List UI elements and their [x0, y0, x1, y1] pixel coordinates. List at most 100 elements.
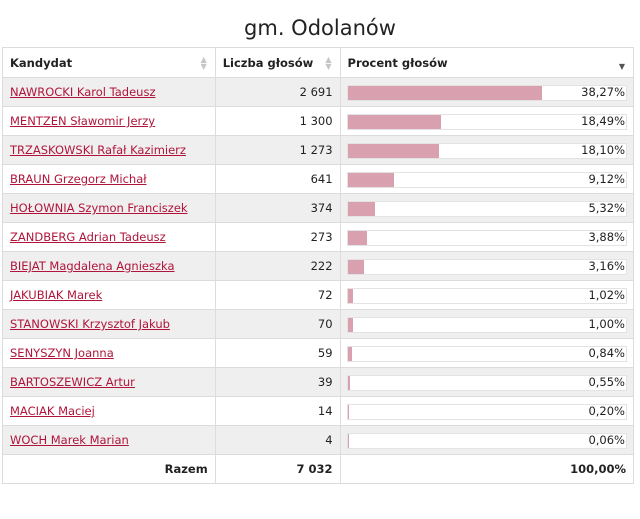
percent-bar-fill [347, 289, 353, 303]
percent-bar-fill [347, 115, 442, 129]
percent-bar-fill [347, 347, 352, 361]
table-row: SENYSZYN Joanna 59 0,84% [2, 338, 635, 368]
votes-cell: 14 [214, 396, 341, 426]
votes-cell: 374 [214, 193, 341, 223]
percent-value: 0,06% [588, 433, 625, 447]
table-row: MACIAK Maciej 14 0,20% [2, 396, 635, 426]
candidate-cell: WOCH Marek Marian [2, 425, 216, 455]
table-row: NAWROCKI Karol Tadeusz 2 691 38,27% [2, 77, 635, 107]
column-header-candidate[interactable]: Kandydat ▲ ▼ [2, 47, 216, 78]
percent-value: 1,02% [588, 288, 625, 302]
sort-icon: ▲ ▼ [325, 55, 332, 71]
candidate-link[interactable]: HOŁOWNIA Szymon Franciszek [10, 201, 188, 215]
percent-bar-track [346, 201, 627, 217]
percent-cell: 3,16% [339, 251, 635, 281]
votes-cell: 59 [214, 338, 341, 368]
percent-cell: 5,32% [339, 193, 635, 223]
votes-cell: 70 [214, 309, 341, 339]
percent-bar-fill [347, 405, 349, 419]
candidate-link[interactable]: STANOWSKI Krzysztof Jakub [10, 317, 170, 331]
percent-cell: 0,55% [339, 367, 635, 397]
votes-cell: 1 273 [214, 135, 341, 165]
table-row: TRZASKOWSKI Rafał Kazimierz 1 273 18,10% [2, 135, 635, 165]
candidate-link[interactable]: MACIAK Maciej [10, 404, 95, 418]
column-header-votes[interactable]: Liczba głosów ▲ ▼ [214, 47, 341, 78]
candidate-link[interactable]: ZANDBERG Adrian Tadeusz [10, 230, 166, 244]
percent-cell: 0,84% [339, 338, 635, 368]
results-table: Kandydat ▲ ▼ Liczba głosów ▲ ▼ Procent gło… [2, 47, 635, 484]
votes-cell: 2 691 [214, 77, 341, 107]
candidate-cell: BIEJAT Magdalena Agnieszka [2, 251, 216, 281]
candidate-cell: MENTZEN Sławomir Jerzy [2, 106, 216, 136]
candidate-link[interactable]: BRAUN Grzegorz Michał [10, 172, 147, 186]
column-header-votes-label: Liczba głosów [222, 55, 314, 70]
column-header-percent-label: Procent głosów [347, 55, 448, 70]
candidate-link[interactable]: JAKUBIAK Marek [10, 288, 103, 302]
percent-value: 0,55% [588, 375, 625, 389]
percent-cell: 0,06% [339, 425, 635, 455]
table-row: WOCH Marek Marian 4 0,06% [2, 425, 635, 455]
candidate-link[interactable]: BARTOSZEWICZ Artur [10, 375, 135, 389]
total-label: Razem [2, 454, 216, 484]
candidate-link[interactable]: TRZASKOWSKI Rafał Kazimierz [10, 143, 186, 157]
total-percent: 100,00% [339, 454, 635, 484]
percent-bar-track [346, 114, 627, 130]
sort-descending-icon: ▼ [618, 62, 625, 71]
column-header-candidate-label: Kandydat [10, 55, 73, 70]
table-row: BIEJAT Magdalena Agnieszka 222 3,16% [2, 251, 635, 281]
percent-value: 18,49% [581, 114, 625, 128]
percent-value: 1,00% [588, 317, 625, 331]
candidate-cell: BARTOSZEWICZ Artur [2, 367, 216, 397]
candidate-link[interactable]: SENYSZYN Joanna [10, 346, 114, 360]
candidate-link[interactable]: MENTZEN Sławomir Jerzy [10, 114, 156, 128]
percent-value: 3,88% [588, 230, 625, 244]
candidate-cell: MACIAK Maciej [2, 396, 216, 426]
percent-bar-track [346, 346, 627, 362]
candidate-link[interactable]: BIEJAT Magdalena Agnieszka [10, 259, 175, 273]
table-row: BARTOSZEWICZ Artur 39 0,55% [2, 367, 635, 397]
table-row: HOŁOWNIA Szymon Franciszek 374 5,32% [2, 193, 635, 223]
candidate-cell: ZANDBERG Adrian Tadeusz [2, 222, 216, 252]
candidate-cell: NAWROCKI Karol Tadeusz [2, 77, 216, 107]
percent-bar-track [346, 85, 627, 101]
percent-value: 3,16% [588, 259, 625, 273]
candidate-cell: SENYSZYN Joanna [2, 338, 216, 368]
percent-bar-track [346, 288, 627, 304]
percent-bar-fill [347, 376, 351, 390]
votes-cell: 39 [214, 367, 341, 397]
candidate-cell: STANOWSKI Krzysztof Jakub [2, 309, 216, 339]
candidate-cell: JAKUBIAK Marek [2, 280, 216, 310]
percent-value: 9,12% [588, 172, 625, 186]
percent-value: 38,27% [581, 85, 625, 99]
sort-icon: ▲ ▼ [200, 55, 207, 71]
candidate-link[interactable]: WOCH Marek Marian [10, 433, 129, 447]
percent-cell: 3,88% [339, 222, 635, 252]
page-title: gm. Odolanów [244, 16, 396, 40]
table-row: BRAUN Grzegorz Michał 641 9,12% [2, 164, 635, 194]
percent-value: 0,20% [588, 404, 625, 418]
percent-bar-fill [347, 202, 375, 216]
candidate-link[interactable]: NAWROCKI Karol Tadeusz [10, 85, 156, 99]
total-votes: 7 032 [214, 454, 341, 484]
votes-cell: 641 [214, 164, 341, 194]
column-header-percent[interactable]: Procent głosów ▼ [339, 47, 635, 78]
candidate-cell: TRZASKOWSKI Rafał Kazimierz [2, 135, 216, 165]
percent-bar-fill [347, 173, 394, 187]
percent-bar-track [346, 375, 627, 391]
table-footer-row: Razem 7 032 100,00% [2, 454, 635, 484]
percent-cell: 9,12% [339, 164, 635, 194]
table-row: ZANDBERG Adrian Tadeusz 273 3,88% [2, 222, 635, 252]
table-header-row: Kandydat ▲ ▼ Liczba głosów ▲ ▼ Procent gło… [2, 47, 635, 78]
votes-cell: 4 [214, 425, 341, 455]
candidate-cell: HOŁOWNIA Szymon Franciszek [2, 193, 216, 223]
percent-cell: 18,49% [339, 106, 635, 136]
table-row: MENTZEN Sławomir Jerzy 1 300 18,49% [2, 106, 635, 136]
candidate-cell: BRAUN Grzegorz Michał [2, 164, 216, 194]
percent-bar-track [346, 259, 627, 275]
percent-value: 5,32% [588, 201, 625, 215]
table-row: STANOWSKI Krzysztof Jakub 70 1,00% [2, 309, 635, 339]
votes-cell: 1 300 [214, 106, 341, 136]
percent-bar-track [346, 433, 627, 449]
percent-bar-fill [347, 231, 368, 245]
votes-cell: 273 [214, 222, 341, 252]
